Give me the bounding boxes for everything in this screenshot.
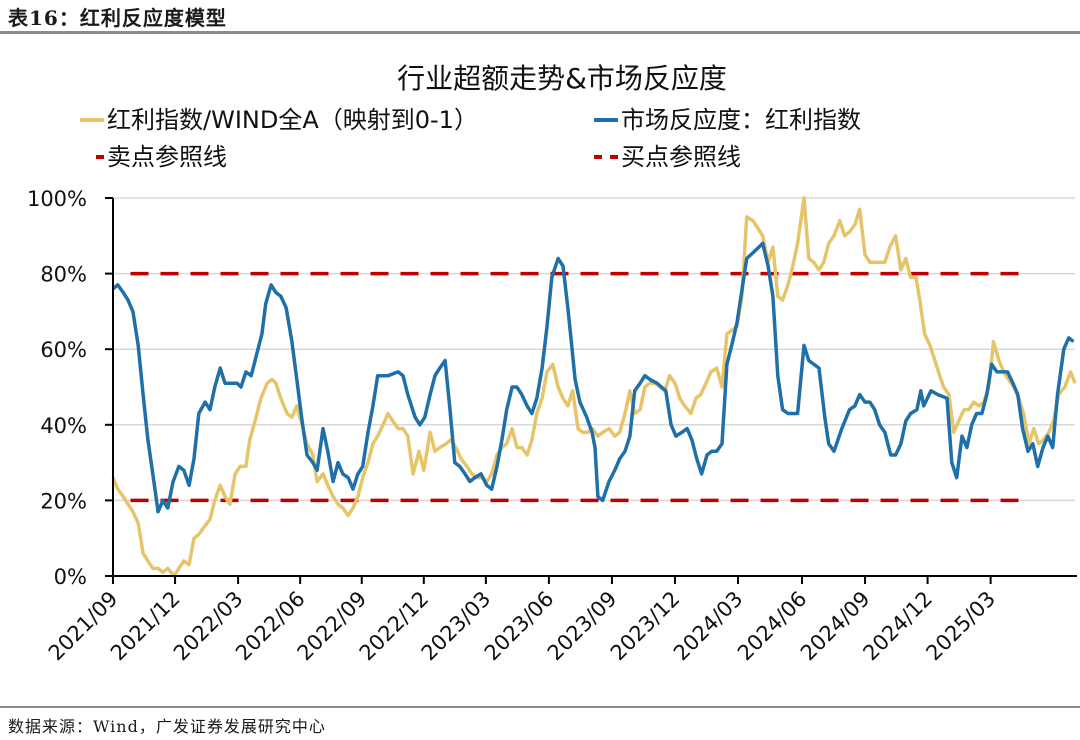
legend-label: 买点参照线 (621, 143, 741, 171)
footer-divider (0, 706, 1080, 708)
y-tick-label: 40% (40, 414, 87, 438)
line-chart: 行业超额走势&市场反应度 红利指数/WIND全A（映射到0-1） 市场反应度：红利… (27, 62, 1077, 665)
legend-label: 市场反应度：红利指数 (621, 106, 861, 134)
y-tick-label: 80% (40, 263, 87, 287)
legend-label: 红利指数/WIND全A（映射到0-1） (107, 106, 478, 134)
legend-label: 卖点参照线 (107, 143, 227, 171)
x-axis-ticks: 2021/092021/122022/032022/062022/092022/… (44, 576, 1000, 665)
header-divider (0, 31, 1080, 34)
chart-title: 行业超额走势&市场反应度 (397, 62, 727, 95)
dividend-index-line (111, 196, 1077, 578)
y-tick-label: 0% (54, 565, 87, 589)
y-tick-label: 100% (27, 187, 87, 211)
report-header: 表16：红利反应度模型 (0, 0, 1080, 34)
figure-caption: 表16：红利反应度模型 (8, 6, 227, 30)
y-axis-ticks: 0% 20% 40% 60% 80% 100% (27, 187, 113, 589)
x-tick-label: 2024/03 (669, 587, 748, 666)
data-source-note: 数据来源：Wind，广发证券发展研究中心 (8, 717, 326, 736)
y-tick-label: 60% (40, 338, 87, 362)
series-lines (111, 196, 1077, 578)
x-tick-label: 2025/03 (922, 587, 1001, 666)
market-reaction-line (111, 241, 1075, 514)
axes (105, 198, 1077, 577)
y-tick-label: 20% (40, 489, 87, 513)
